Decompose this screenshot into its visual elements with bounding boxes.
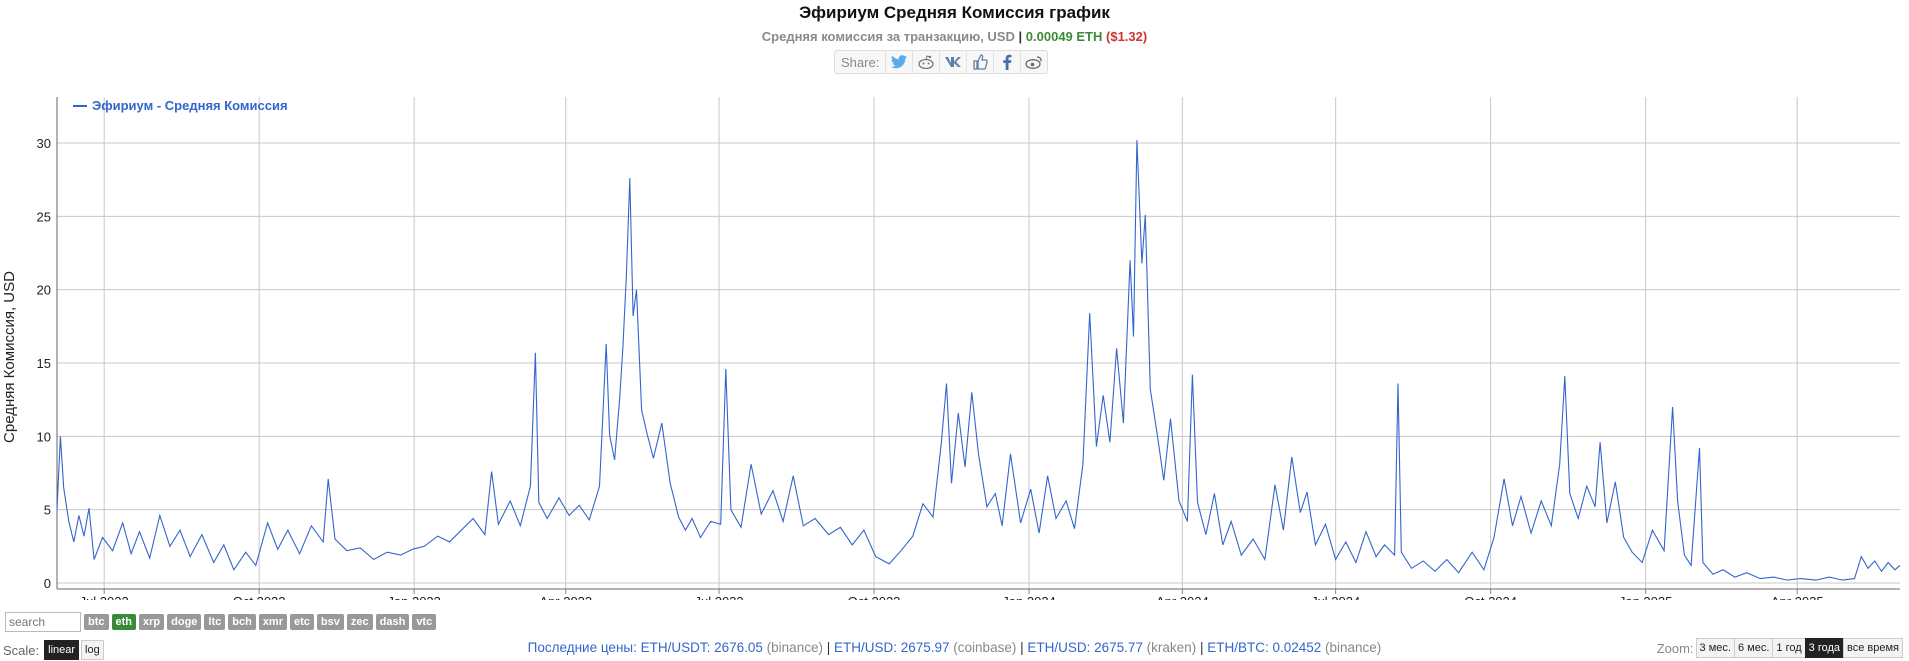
zoom-button[interactable]: 3 мес. (1695, 638, 1735, 658)
weibo-share-button[interactable] (1020, 51, 1047, 73)
zoom-control: Zoom: 3 мес. 6 мес. 1 год 3 года все время (1657, 638, 1903, 658)
zoom-buttons: 3 мес. 6 мес. 1 год 3 года все время (1695, 638, 1903, 658)
x-tick-label: Jul 2022 (80, 594, 129, 600)
scale-log-button[interactable]: log (81, 640, 104, 660)
x-tick-label: Jul 2024 (1311, 594, 1360, 600)
x-tick-label: Jan 2023 (387, 594, 441, 600)
coin-button-xrp[interactable]: xrp (139, 614, 165, 630)
coin-button-dash[interactable]: dash (375, 614, 410, 630)
coin-button-etc[interactable]: etc (290, 614, 314, 630)
reddit-icon (918, 55, 934, 69)
coin-button-zec[interactable]: zec (346, 614, 373, 630)
x-tick-label: Oct 2022 (233, 594, 286, 600)
prices-label: Последние цены: (527, 640, 641, 655)
zoom-label: Zoom: (1656, 640, 1694, 656)
y-tick-label: 20 (37, 283, 51, 298)
y-tick-label: 30 (37, 136, 51, 151)
scale-label: Scale: (3, 642, 40, 658)
x-tick-label: Jul 2023 (694, 594, 743, 600)
subtitle-eth-value: 0.00049 ETH (1025, 29, 1103, 44)
coin-list: btc eth xrp doge ltc bch xmr etc bsv zec dash vtc (84, 614, 437, 630)
twitter-icon (891, 55, 908, 69)
coin-button-btc[interactable]: btc (84, 614, 109, 630)
like-icon (973, 54, 989, 70)
zoom-button[interactable]: все время (1843, 638, 1903, 658)
x-tick-label: Oct 2024 (1464, 594, 1517, 600)
price-separator: | (822, 640, 834, 655)
weibo-icon (1025, 56, 1043, 69)
chart-title: Эфириум Средняя Комиссия график (799, 3, 1110, 22)
y-tick-label: 5 (44, 503, 51, 518)
coin-button-doge[interactable]: doge (167, 614, 202, 630)
scale-control: Scale: linear log (3, 640, 104, 660)
y-tick-label: 25 (37, 209, 51, 224)
x-tick-label: Apr 2024 (1156, 594, 1209, 600)
price-exchange: (coinbase) (949, 640, 1017, 655)
axes: 0 5 10 15 20 25 30 Jul 2022 Oct 2022 Jan 2023 Apr … (37, 97, 1900, 600)
y-tick-label: 10 (37, 429, 51, 444)
price-link[interactable]: ETH/USD: 2675.97 (833, 640, 950, 655)
scale-linear-button[interactable]: linear (44, 640, 80, 660)
share-bar: Share: (834, 50, 1049, 74)
price-link[interactable]: ETH/USDT: 2676.05 (640, 640, 763, 655)
coin-button-eth[interactable]: eth (111, 614, 136, 630)
price-exchange: (binance) (762, 640, 823, 655)
price-separator: | (1016, 640, 1028, 655)
price-link[interactable]: ETH/USD: 2675.77 (1027, 640, 1143, 655)
chart-area: 0 5 10 15 20 25 30 Jul 2022 Oct 2022 Jan 2023 Apr … (1, 97, 1901, 600)
grid-lines (57, 97, 1900, 589)
share-label: Share: (841, 54, 880, 70)
vk-icon (945, 57, 962, 67)
coin-button-bch[interactable]: bch (228, 614, 256, 630)
coin-button-vtc[interactable]: vtc (412, 614, 437, 630)
x-tick-label: Oct 2023 (848, 594, 901, 600)
latest-prices: Последние цены: ETH/USDT: 2676.05 (binan… (0, 640, 1909, 655)
coin-search-input[interactable] (5, 612, 81, 632)
coin-button-xmr[interactable]: xmr (258, 614, 287, 630)
coin-button-ltc[interactable]: ltc (204, 614, 226, 630)
facebook-share-button[interactable] (993, 51, 1020, 73)
subtitle-separator: | (1018, 29, 1023, 44)
vk-share-button[interactable] (939, 51, 966, 73)
subtitle-usd-value: ($1.32) (1106, 29, 1148, 44)
reddit-share-button[interactable] (912, 51, 939, 73)
price-separator: | (1196, 640, 1208, 655)
legend-label: Эфириум - Средняя Комиссия (92, 98, 288, 113)
series-line-ethereum-fee (56, 140, 1901, 581)
facebook-icon (1003, 54, 1012, 70)
subtitle-label: Средняя комиссия за транзакцию, USD (761, 29, 1015, 44)
zoom-button[interactable]: 3 года (1804, 638, 1844, 658)
chart-subtitle: Средняя комиссия за транзакцию, USD | 0.… (0, 29, 1909, 44)
zoom-button[interactable]: 1 год (1772, 638, 1806, 658)
coin-button-bsv[interactable]: bsv (316, 614, 344, 630)
price-exchange: (kraken) (1142, 640, 1197, 655)
twitter-share-button[interactable] (885, 51, 912, 73)
price-link[interactable]: ETH/BTC: 0.02452 (1207, 640, 1322, 655)
y-tick-label: 15 (37, 356, 51, 371)
y-tick-label: 0 (44, 576, 51, 591)
y-axis-label: Средняя Комиссия, USD (1, 271, 18, 443)
zoom-button[interactable]: 6 мес. (1733, 638, 1774, 658)
legend[interactable]: Эфириум - Средняя Комиссия (73, 98, 288, 113)
price-exchange: (binance) (1321, 640, 1382, 655)
like-share-button[interactable] (966, 51, 993, 73)
x-tick-label: Apr 2023 (539, 594, 592, 600)
x-tick-label: Jan 2024 (1002, 594, 1056, 600)
